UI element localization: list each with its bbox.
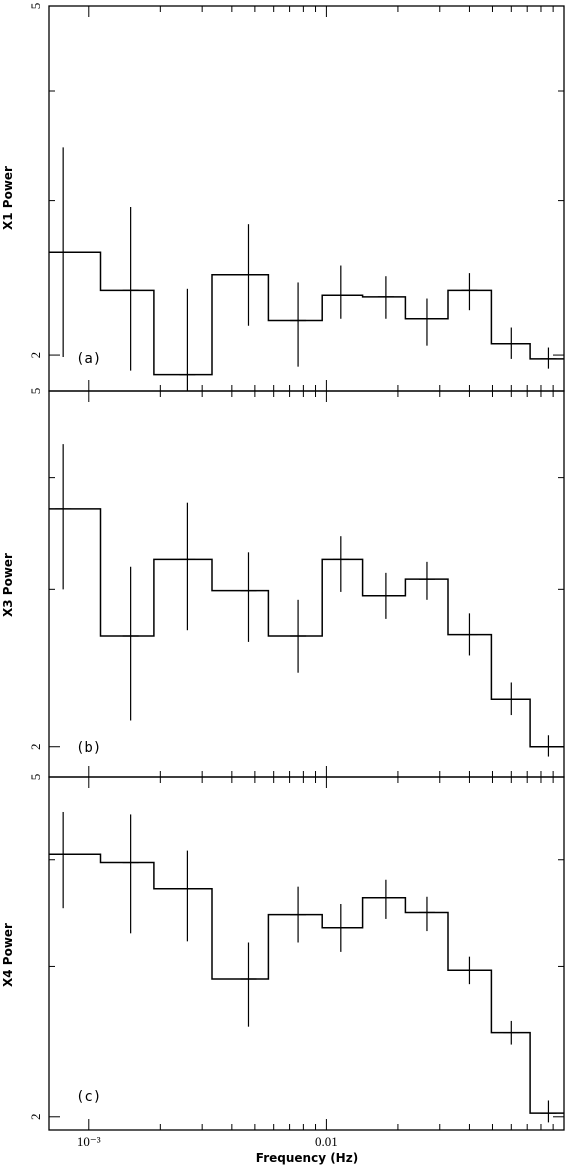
panel-c-xtick-labels: 10⁻³ 0.01 [77, 1134, 338, 1149]
panel-c-data [49, 811, 564, 1123]
y-tick-label: 2 [28, 743, 43, 750]
y-tick-label: 5 [28, 774, 43, 781]
panel-a-label: (a) [76, 351, 101, 367]
panel-c-ylabel: X4 Power [1, 923, 15, 987]
step-curve [49, 251, 564, 376]
step-curve [49, 508, 564, 748]
panel-c-frame [48, 776, 565, 1131]
panel-c-ytick-labels: 52 [28, 774, 43, 1120]
x-tick-label: 10⁻³ [77, 1134, 101, 1149]
panel-b-ticks [49, 390, 564, 777]
y-tick-label: 5 [28, 388, 43, 395]
y-tick-label: 2 [28, 1114, 43, 1121]
panel-b: X3 Power (b) 52 [1, 388, 565, 778]
panel-a-data [49, 147, 564, 391]
panel-a-frame [48, 5, 565, 392]
panel-b-ytick-labels: 52 [28, 388, 43, 750]
panel-a-ticks [49, 5, 564, 391]
y-tick-label: 5 [28, 3, 43, 10]
panel-b-label: (b) [76, 740, 101, 756]
panel-b-data [49, 444, 564, 757]
panel-a: X1 Power (a) 52 [1, 3, 565, 392]
panel-c: X4 Power (c) 52 10⁻³ 0.01 Frequency (Hz) [1, 774, 565, 1165]
x-axis-label: Frequency (Hz) [256, 1151, 358, 1165]
panel-b-frame [48, 390, 565, 778]
panel-b-ylabel: X3 Power [1, 553, 15, 617]
panel-a-ytick-labels: 52 [28, 3, 43, 359]
panel-a-ylabel: X1 Power [1, 166, 15, 230]
x-tick-label: 0.01 [315, 1134, 338, 1149]
step-curve [49, 853, 564, 1114]
panel-c-ticks [49, 776, 564, 1130]
y-tick-label: 2 [28, 352, 43, 359]
panel-c-label: (c) [76, 1089, 101, 1105]
